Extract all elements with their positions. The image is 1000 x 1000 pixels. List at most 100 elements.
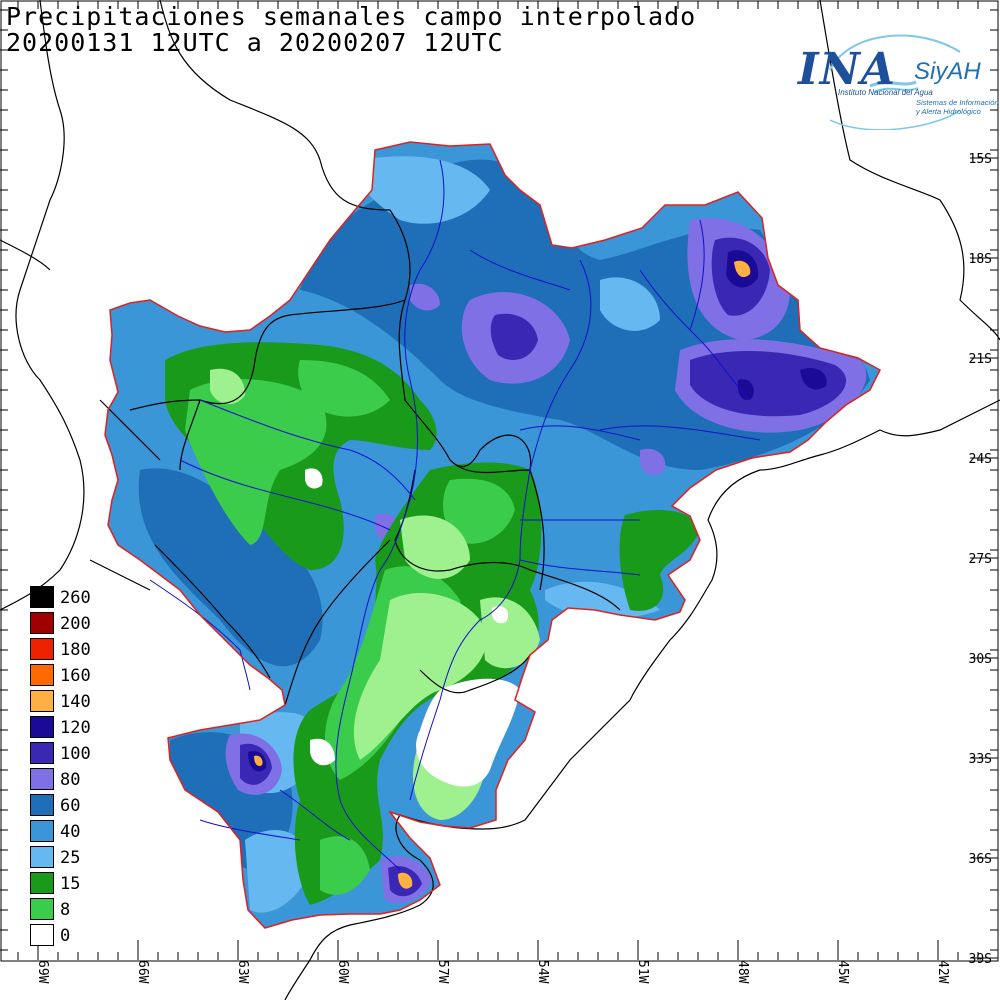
logo-system-line2: y Alerta Hidrológico xyxy=(916,107,981,116)
field-zone-0 xyxy=(305,468,323,489)
legend-swatch xyxy=(30,690,54,712)
legend-label: 40 xyxy=(60,822,81,842)
legend-label: 200 xyxy=(60,614,91,634)
border-line xyxy=(154,544,271,679)
legend-swatch xyxy=(30,846,54,868)
legend-label: 25 xyxy=(60,848,81,868)
border-line xyxy=(179,399,201,471)
legend-swatch xyxy=(30,716,54,738)
river-line xyxy=(519,559,641,576)
lon-label: 54W xyxy=(535,960,550,984)
legend-swatch xyxy=(30,586,54,608)
field-zone-8light xyxy=(210,368,245,405)
basin-outline xyxy=(104,141,881,929)
legend-label: 8 xyxy=(60,900,71,920)
border-line xyxy=(0,0,85,611)
river-line xyxy=(409,259,592,801)
field-zone-15 xyxy=(619,510,700,611)
river-line xyxy=(149,579,251,691)
legend-label: 160 xyxy=(60,666,91,686)
legend-swatch xyxy=(30,664,54,686)
border-line xyxy=(159,0,545,591)
logo-ina-text: INA xyxy=(798,44,896,95)
logo-agency-text: Instituto Nacional del Agua xyxy=(838,88,933,97)
lon-label: 69W xyxy=(35,960,50,984)
lat-label: 36S xyxy=(968,852,992,867)
river-line xyxy=(199,819,301,841)
legend-label: 260 xyxy=(60,588,91,608)
map-frame xyxy=(0,0,999,962)
border-line xyxy=(129,299,406,411)
lon-label: 51W xyxy=(635,960,650,984)
legend-swatch xyxy=(30,898,54,920)
lat-label: 27S xyxy=(968,552,992,567)
field-zone-8 xyxy=(185,379,327,545)
lat-label: 39S xyxy=(968,952,992,967)
lon-label: 57W xyxy=(435,960,450,984)
lon-label: 48W xyxy=(735,960,750,984)
river-line xyxy=(179,459,391,531)
lat-label: 21S xyxy=(968,352,992,367)
legend-swatch xyxy=(30,794,54,816)
river-line xyxy=(639,269,751,401)
field-zone-0 xyxy=(310,738,335,766)
field-zone-8 xyxy=(443,478,515,544)
legend-label: 80 xyxy=(60,770,81,790)
field-zone-25 xyxy=(600,277,660,331)
lon-label: 45W xyxy=(835,960,850,984)
field-zone-25 xyxy=(357,156,490,224)
lon-label: 63W xyxy=(235,960,250,984)
logo-swoosh-icon xyxy=(829,34,961,130)
field-zone-8 xyxy=(298,360,390,417)
lat-label: 15S xyxy=(968,152,992,167)
legend-swatch xyxy=(30,638,54,660)
border-line xyxy=(419,654,531,694)
field-zone-8 xyxy=(320,836,370,895)
legend-swatch xyxy=(30,742,54,764)
lat-label: 33S xyxy=(968,752,992,767)
border-line xyxy=(89,559,151,591)
legend-label: 180 xyxy=(60,640,91,660)
legend-label: 15 xyxy=(60,874,81,894)
river-line xyxy=(199,399,416,501)
field-zone-80 xyxy=(640,448,666,476)
field-zone-0 xyxy=(416,678,520,787)
legend-swatch xyxy=(30,612,54,634)
border-line xyxy=(0,239,51,271)
legend-swatch xyxy=(30,924,54,946)
field-zone-140 xyxy=(398,872,413,889)
lon-label: 60W xyxy=(335,960,350,984)
field-zone-100 xyxy=(490,313,538,360)
lon-label: 66W xyxy=(135,960,150,984)
field-zone-80 xyxy=(410,283,440,311)
border-line xyxy=(459,399,1000,830)
logo-system-text: Sistemas de Información y Alerta Hidroló… xyxy=(916,98,1000,116)
border-line xyxy=(99,399,161,461)
border-line xyxy=(819,0,1000,341)
river-line xyxy=(279,789,351,841)
field-zone-120 xyxy=(800,367,827,390)
river-line xyxy=(469,249,571,291)
field-zone-100 xyxy=(690,350,847,417)
lat-label: 18S xyxy=(968,252,992,267)
legend-swatch xyxy=(30,768,54,790)
legend-label: 140 xyxy=(60,692,91,712)
river-line xyxy=(519,425,641,441)
legend-swatch xyxy=(30,872,54,894)
field-zone-8light xyxy=(353,592,487,760)
legend-label: 100 xyxy=(60,744,91,764)
logo-siyah-text: SiyAH xyxy=(914,58,981,85)
legend-swatch xyxy=(30,820,54,842)
legend-label: 0 xyxy=(60,926,71,946)
field-zone-140 xyxy=(734,260,751,278)
legend-label: 60 xyxy=(60,796,81,816)
lat-label: 24S xyxy=(968,452,992,467)
map-date-range: 20200131 12UTC a 20200207 12UTC xyxy=(6,28,504,57)
field-zone-0 xyxy=(491,606,509,624)
ina-siyah-logo: INA SiyAH Instituto Nacional del Agua Si… xyxy=(790,30,1000,130)
field-zone-120 xyxy=(737,379,754,400)
logo-system-line1: Sistemas de Información xyxy=(916,98,999,107)
map-title: Precipitaciones semanales campo interpol… xyxy=(6,2,697,31)
border-line xyxy=(449,434,532,471)
